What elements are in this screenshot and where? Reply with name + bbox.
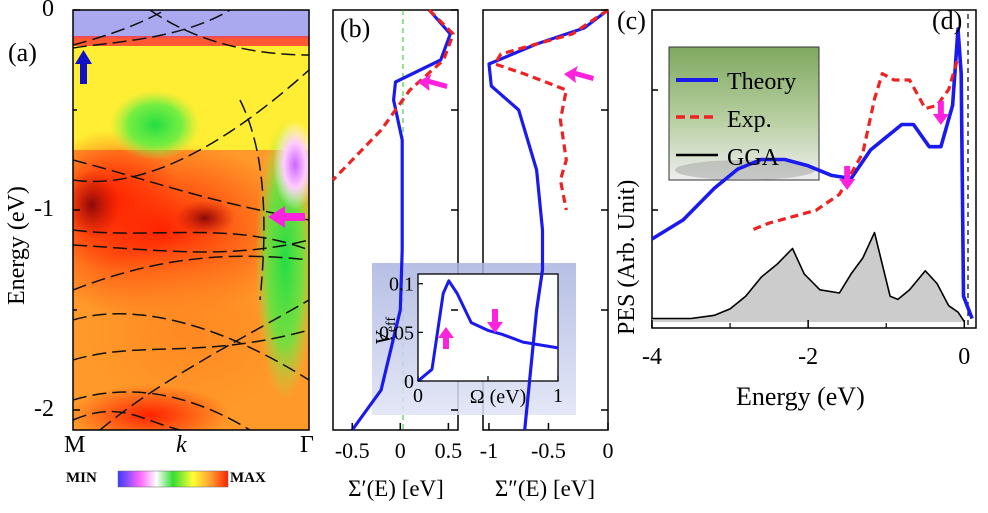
panel-d-label: (d) — [932, 6, 963, 35]
sigma-real-series-1 — [350, 8, 452, 431]
inset-ytick-label-3: 0.1 — [389, 274, 414, 296]
legend — [668, 46, 820, 181]
inset-xtick-label-3: 1 — [553, 385, 563, 407]
pes-xtick-label-1: -4 — [642, 344, 662, 370]
sigma-imag-arrow — [563, 66, 594, 83]
sigma-real-series-2 — [331, 8, 455, 182]
sigma-real-xtick-label-3: 0.5 — [435, 438, 463, 463]
inset-panel — [372, 263, 576, 415]
panel-a-xtick-M: M — [64, 432, 86, 458]
panel-a-heatmap — [73, 10, 309, 430]
pes-xtick-label-2: -2 — [798, 344, 818, 370]
sigma-real-xlabel: Σ′(E) [eV] — [348, 476, 444, 501]
pes-series-exp — [752, 57, 960, 231]
sigma-imag-series-1 — [487, 8, 609, 431]
sigma-real-xtick-label-2: 0 — [395, 438, 406, 463]
inset-ytick-label-2: 0.05 — [379, 322, 414, 344]
sigma-imag-xtick-label-2: -0.5 — [531, 438, 566, 463]
legend-entry-theory: Theory — [727, 69, 796, 95]
panel-a-arrow-magenta — [268, 206, 305, 228]
inset-series-1 — [417, 279, 559, 383]
inset-ytick-label-1: 0 — [404, 371, 414, 393]
panel-a-ticks — [73, 9, 80, 411]
pes-arrow-2 — [932, 101, 949, 125]
panel-a-arrow-blue — [75, 50, 92, 84]
panel-c-ylabel: PES (Arb. Unit) — [614, 179, 640, 335]
pes-series-gga-fill — [652, 232, 965, 322]
inset-xtick-label-1: 0 — [413, 385, 423, 407]
panel-b-label: (b) — [340, 14, 371, 43]
panel-a-xlabel: k — [176, 432, 187, 458]
pes-series-gga — [652, 231, 965, 323]
sigma-real-xtick-label-1: -0.5 — [335, 438, 370, 463]
legend-entry-exp: Exp. — [727, 107, 772, 133]
panel-a-ytick-0: 0 — [42, 0, 54, 22]
inset-arrow-down — [487, 309, 503, 333]
panel-c-label: (c) — [617, 6, 646, 35]
colorbar-max-label: MAX — [230, 470, 266, 486]
panel-a-ylabel: Energy (eV) — [4, 186, 30, 305]
panel-a-ytick-2: -2 — [34, 396, 54, 422]
pes-xtick-label-3: 0 — [958, 344, 970, 370]
inset-xlabel: Ω (eV) — [470, 386, 527, 408]
panel-a-label: (a) — [8, 38, 37, 67]
legend-entry-gga: GGA — [727, 145, 780, 171]
panel-a-xtick-gamma: Γ — [300, 432, 314, 458]
colorbar-min-label: MIN — [66, 470, 97, 486]
sigma-imag-xtick-label-1: -1 — [480, 438, 498, 463]
pes-series-theory — [651, 27, 974, 320]
sigma-imag-xlabel: Σ″(E) [eV] — [495, 476, 595, 501]
panel-a-frame — [72, 9, 310, 431]
sigma-imag-series-2 — [493, 8, 609, 211]
pes-arrow-1 — [839, 166, 856, 190]
inset-arrow-up — [438, 327, 454, 349]
colorbar — [117, 470, 229, 488]
panel-a-ytick-1: -1 — [34, 196, 54, 222]
sigma-imag-xtick-label-3: 0 — [603, 438, 614, 463]
sigma-real-arrow — [417, 74, 448, 91]
panel-c-xlabel: Energy (eV) — [736, 382, 865, 411]
